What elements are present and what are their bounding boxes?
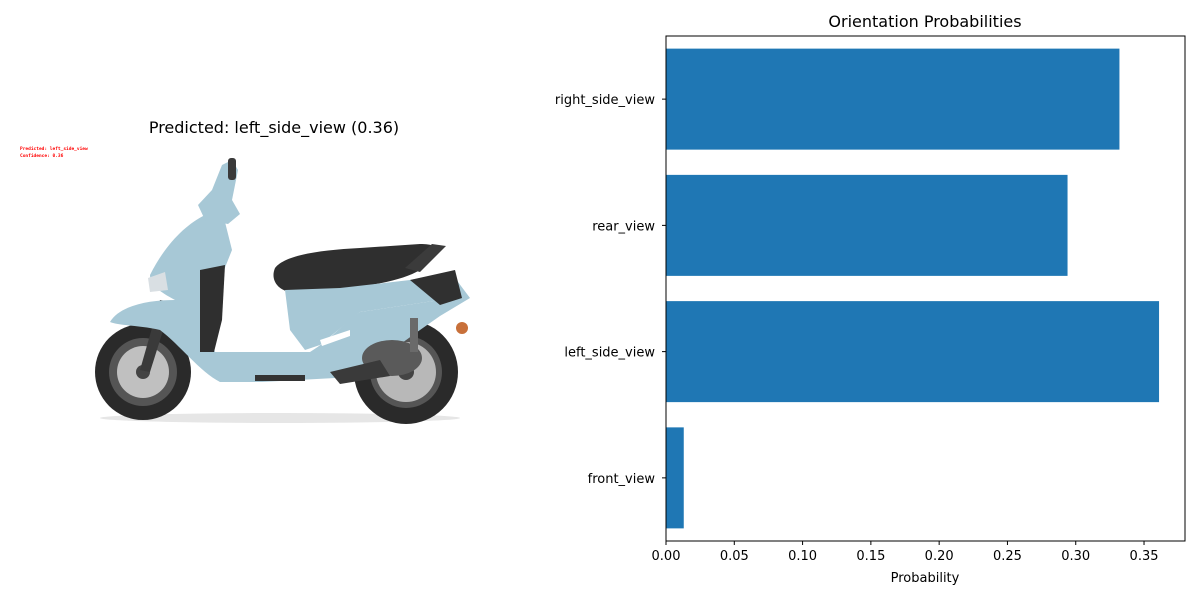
y-tick-label: rear_view	[592, 219, 655, 234]
y-tick-label: right_side_view	[555, 93, 655, 108]
bar-right-side-view	[666, 48, 1120, 150]
prediction-title: Predicted: left_side_view (0.36)	[148, 118, 400, 137]
y-axis-ticks: front_view left_side_view rear_view right_s…	[555, 93, 666, 487]
x-tick-label: 0.05	[720, 549, 749, 564]
y-tick-label: front_view	[588, 472, 656, 487]
y-tick-label: left_side_view	[564, 346, 655, 361]
bar-left-side-view	[666, 301, 1160, 403]
overlay-predicted-text: Predicted: left_side_view	[20, 147, 88, 152]
bar-rear-view	[666, 174, 1068, 276]
plot-frame	[665, 35, 1186, 542]
bar-front-view	[666, 427, 684, 529]
scooter-image	[95, 158, 470, 424]
x-axis-ticks: 0.00 0.05 0.10 0.15 0.20 0.25 0.30 0.35	[652, 541, 1159, 564]
x-tick-label: 0.25	[993, 549, 1022, 564]
image-panel: Predicted: left_side_view (0.36) Predict…	[0, 0, 560, 600]
x-tick-label: 0.10	[788, 549, 817, 564]
x-tick-label: 0.15	[856, 549, 885, 564]
chart-title: Orientation Probabilities	[828, 12, 1021, 31]
overlay-confidence-text: Confidence: 0.36	[20, 154, 64, 159]
bars-group	[666, 48, 1160, 529]
x-tick-label: 0.35	[1130, 549, 1159, 564]
x-tick-label: 0.20	[925, 549, 954, 564]
x-tick-label: 0.00	[652, 549, 681, 564]
x-axis-label: Probability	[891, 571, 960, 586]
front-wheel	[95, 324, 191, 420]
x-tick-label: 0.30	[1061, 549, 1090, 564]
